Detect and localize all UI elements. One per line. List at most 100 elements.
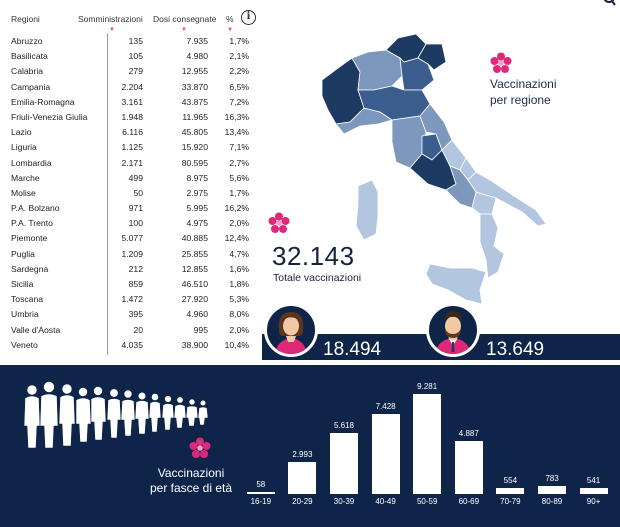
age-section: [0, 365, 620, 527]
header-administered[interactable]: Somministrazioni: [78, 14, 143, 24]
table-row[interactable]: Abruzzo 135 7.935 1,7%: [5, 34, 253, 49]
table-row[interactable]: Lazio 6.116 45.805 13,4%: [5, 125, 253, 140]
table-row[interactable]: Puglia 1.209 25.855 4,7%: [5, 247, 253, 262]
table-row[interactable]: Veneto 4.035 38.900 10,4%: [5, 338, 253, 353]
table-row[interactable]: Friuli-Venezia Giulia 1.948 11.965 16,3%: [5, 110, 253, 125]
region-cell: P.A. Bolzano: [11, 203, 60, 214]
delivered-cell: 25.855: [181, 248, 208, 259]
table-row[interactable]: Valle d'Aosta 20 995 2,0%: [5, 323, 253, 338]
percent-cell: 13,4%: [224, 127, 249, 138]
table-row[interactable]: Lombardia 2.171 80.595 2,7%: [5, 156, 253, 171]
percent-cell: 5,6%: [229, 172, 249, 183]
bar-value-label: 2.993: [292, 449, 313, 459]
table-row[interactable]: Basilicata 105 4.980 2,1%: [5, 49, 253, 64]
percent-cell: 2,1%: [229, 51, 249, 62]
magnifier-icon[interactable]: [602, 0, 616, 6]
region-cell: Abruzzo: [11, 36, 43, 46]
primrose-flower-icon: [490, 52, 512, 73]
bar-40-49[interactable]: [371, 413, 400, 494]
bar-90+[interactable]: [579, 488, 608, 494]
bar-value-label: 541: [586, 476, 601, 486]
table-row[interactable]: Molise 50 2.975 1,7%: [5, 186, 253, 201]
delivered-cell: 12.855: [181, 263, 208, 274]
x-tick-label: 30-39: [333, 497, 355, 506]
map-region-lombardia: [351, 49, 403, 91]
bar-70-79[interactable]: [496, 488, 525, 494]
table-row[interactable]: Campania 2.204 33.870 6,5%: [5, 80, 253, 95]
crowd-illustration: [23, 381, 208, 448]
percent-cell: 10,4%: [224, 339, 249, 350]
x-tick-label: 90+: [586, 497, 601, 506]
table-body: Abruzzo 135 7.935 1,7% Basilicata 105 4.980 2,1…: [5, 34, 253, 353]
table-row[interactable]: Sardegna 212 12.855 1,6%: [5, 262, 253, 277]
table-row[interactable]: Piemonte 5.077 40.885 12,4%: [5, 231, 253, 246]
age-title-line2: per fasce di età: [149, 481, 233, 495]
administered-cell: 499: [128, 172, 143, 183]
region-cell: Veneto: [11, 339, 38, 350]
table-row[interactable]: Sicilia 859 46.510 1,8%: [5, 277, 253, 292]
column-divider: [107, 33, 108, 355]
sort-arrow-icon[interactable]: ▼: [181, 27, 187, 33]
delivered-cell: 33.870: [181, 81, 208, 92]
table-row[interactable]: Calabria 279 12.955 2,2%: [5, 64, 253, 79]
delivered-cell: 43.875: [181, 96, 208, 107]
administered-cell: 1.209: [121, 248, 143, 259]
map-title: Vaccinazioni per regione: [490, 76, 556, 108]
administered-cell: 6.116: [122, 127, 143, 138]
x-tick-label: 16-19: [250, 497, 272, 506]
x-tick-label: 80-89: [541, 497, 563, 506]
region-cell: P.A. Trento: [11, 218, 53, 229]
bar-value-label: 58: [256, 480, 266, 489]
x-tick-label: 40-49: [375, 497, 396, 506]
male-person-icon: [435, 311, 471, 354]
table-row[interactable]: Toscana 1.472 27.920 5,3%: [5, 292, 253, 307]
region-cell: Toscana: [11, 294, 44, 305]
table-row[interactable]: Emilia-Romagna 3.161 43.875 7,2%: [5, 95, 253, 110]
table-row[interactable]: P.A. Trento 100 4.975 2,0%: [5, 216, 253, 231]
administered-cell: 20: [133, 324, 143, 335]
delivered-cell: 5.995: [186, 203, 208, 214]
age-bar-chart: 58 16-19 2.993 20-29 5.618 30-39 7.428 40-49 9.2…: [236, 370, 616, 520]
table-row[interactable]: Liguria 1.125 15.920 7,1%: [5, 140, 253, 155]
percent-cell: 1,8%: [229, 279, 249, 289]
percent-cell: 5,3%: [229, 294, 249, 305]
administered-cell: 135: [128, 36, 143, 46]
bar-value-label: 9.281: [417, 382, 438, 391]
administered-cell: 279: [128, 66, 143, 77]
header-delivered[interactable]: Dosi consegnate: [153, 14, 217, 24]
map-region-veneto: [399, 56, 435, 91]
delivered-cell: 27.920: [181, 294, 208, 305]
percent-cell: 8,0%: [229, 309, 249, 320]
delivered-cell: 15.920: [181, 142, 208, 153]
map-title-line1: Vaccinazioni: [490, 77, 557, 91]
table-row[interactable]: Marche 499 8.975 5,6%: [5, 171, 253, 186]
header-region[interactable]: Regioni: [11, 14, 40, 24]
male-vaccinations-value: 13.649: [486, 339, 545, 360]
header-percent[interactable]: %: [226, 14, 234, 24]
bar-50-59[interactable]: [413, 394, 442, 494]
info-icon[interactable]: i: [241, 10, 256, 25]
percent-cell: 2,2%: [229, 66, 249, 77]
table-row[interactable]: Umbria 395 4.960 8,0%: [5, 307, 253, 322]
percent-cell: 4,7%: [229, 248, 249, 259]
bar-value-label: 7.428: [375, 401, 396, 411]
administered-cell: 100: [128, 218, 143, 229]
bar-20-29[interactable]: [288, 461, 317, 494]
administered-cell: 5.077: [121, 233, 143, 244]
bar-60-69[interactable]: [454, 441, 483, 494]
region-cell: Puglia: [11, 248, 35, 259]
bar-value-label: 783: [545, 473, 559, 483]
administered-cell: 1.125: [121, 142, 143, 153]
table-row[interactable]: P.A. Bolzano 971 5.995 16,2%: [5, 201, 253, 216]
delivered-cell: 2.975: [186, 187, 208, 198]
delivered-cell: 12.955: [181, 66, 208, 77]
delivered-cell: 7.935: [186, 36, 208, 46]
bar-80-89[interactable]: [538, 485, 566, 494]
sort-arrow-icon[interactable]: ▼: [227, 27, 233, 33]
sort-arrow-icon[interactable]: ▼: [109, 27, 115, 33]
administered-cell: 971: [128, 203, 143, 214]
bar-30-39[interactable]: [330, 433, 358, 494]
bar-16-19[interactable]: [246, 492, 275, 494]
region-cell: Campania: [11, 81, 51, 92]
delivered-cell: 8.975: [186, 172, 208, 183]
